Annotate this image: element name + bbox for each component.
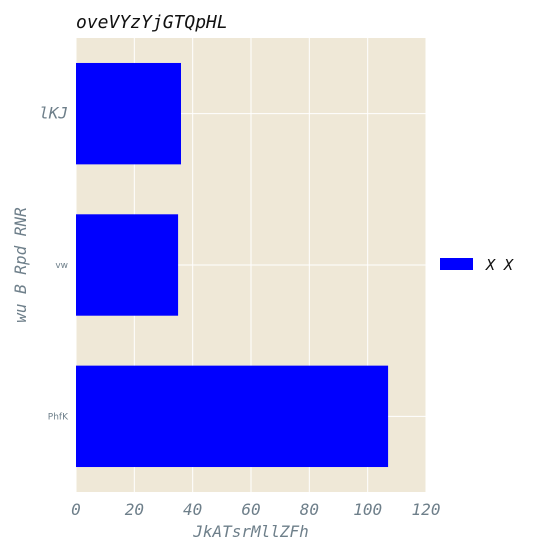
x-axis-label: JkATsrMllZFh	[192, 522, 309, 541]
x-tick-label: 100	[353, 500, 382, 519]
x-tick-labels: 0 20 40 60 80 100 120	[71, 500, 440, 519]
bars-group	[76, 62, 389, 468]
x-tick-label: 60	[241, 500, 260, 519]
x-tick-label: 120	[412, 500, 441, 519]
x-tick-label: 0	[71, 500, 81, 519]
bar-phfk	[76, 365, 389, 468]
y-tick-label: vw	[55, 261, 68, 271]
bar-vw	[76, 214, 179, 316]
y-axis-label: wu B Rpd RNR	[11, 207, 30, 323]
bar-lkj	[76, 62, 181, 165]
y-tick-labels: lKJ vw PhfK	[39, 104, 69, 423]
y-tick-label: PhfK	[48, 412, 69, 422]
x-tick-label: 80	[300, 500, 319, 519]
y-tick-label: lKJ	[39, 104, 68, 123]
x-tick-label: 20	[125, 500, 144, 519]
legend-swatch	[440, 258, 473, 270]
x-tick-label: 40	[183, 500, 202, 519]
legend: X X	[440, 256, 514, 274]
legend-label: X X	[485, 256, 514, 274]
chart-title: oveVYzYjGTQpHL	[76, 12, 228, 33]
